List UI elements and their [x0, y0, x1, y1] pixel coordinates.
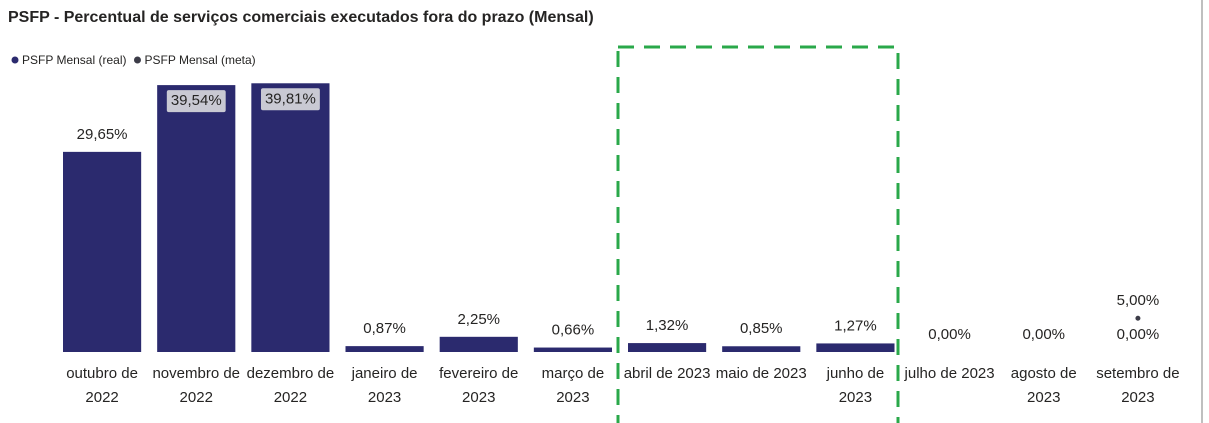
data-label-bg [166, 90, 226, 113]
data-label: 5,00% [1117, 292, 1160, 309]
chart-title: PSFP - Percentual de serviços comerciais… [8, 9, 594, 26]
data-label: 2,25% [457, 311, 500, 328]
data-label: 0,00% [1022, 326, 1065, 343]
x-tick-label: janeiro de 2023 [351, 365, 418, 406]
legend-marker [11, 56, 19, 64]
x-tick-label: fevereiro de 2023 [439, 365, 519, 406]
x-tick-label: julho de 2023 [904, 365, 995, 382]
bar [628, 343, 707, 352]
legend-label: PSFP Mensal (meta) [144, 53, 255, 67]
bar [816, 343, 895, 352]
legend-label: PSFP Mensal (real) [22, 53, 126, 67]
x-tick-label: novembro de 2022 [152, 365, 241, 406]
data-label: 0,00% [1117, 326, 1160, 343]
legend-marker [133, 56, 141, 64]
meta-marker [1135, 315, 1141, 321]
data-label-group: 39,81% [260, 88, 320, 111]
data-label: 39,81% [265, 90, 316, 107]
data-label-group: 39,54% [166, 90, 226, 113]
bar [345, 346, 424, 352]
data-label: 0,00% [928, 326, 971, 343]
data-label: 1,32% [646, 317, 689, 334]
x-tick-label: agosto de 2023 [1010, 365, 1077, 406]
x-tick-label: maio de 2023 [715, 365, 807, 382]
bar [157, 85, 236, 352]
data-label: 1,27% [834, 317, 877, 334]
x-tick-label: dezembro de 2022 [246, 365, 335, 406]
x-tick-label: setembro de 2023 [1096, 365, 1180, 406]
bar [251, 83, 330, 352]
data-label: 39,54% [171, 92, 222, 109]
bar [439, 336, 518, 352]
bar [533, 347, 612, 352]
x-tick-label: março de 2023 [541, 365, 605, 406]
data-label-bg [260, 88, 320, 111]
data-label: 0,85% [740, 320, 783, 337]
data-label: 0,87% [363, 320, 406, 337]
x-tick-label: outubro de 2022 [66, 365, 138, 406]
legend: PSFP Mensal (real) PSFP Mensal (meta) [11, 53, 256, 67]
highlight-box [616, 45, 900, 423]
data-label: 0,66% [552, 322, 595, 339]
x-tick-label: junho de 2023 [826, 365, 885, 406]
data-label: 29,65% [77, 126, 128, 143]
bar [722, 346, 801, 352]
x-tick-label: abril de 2023 [623, 365, 711, 382]
bar [63, 151, 142, 352]
